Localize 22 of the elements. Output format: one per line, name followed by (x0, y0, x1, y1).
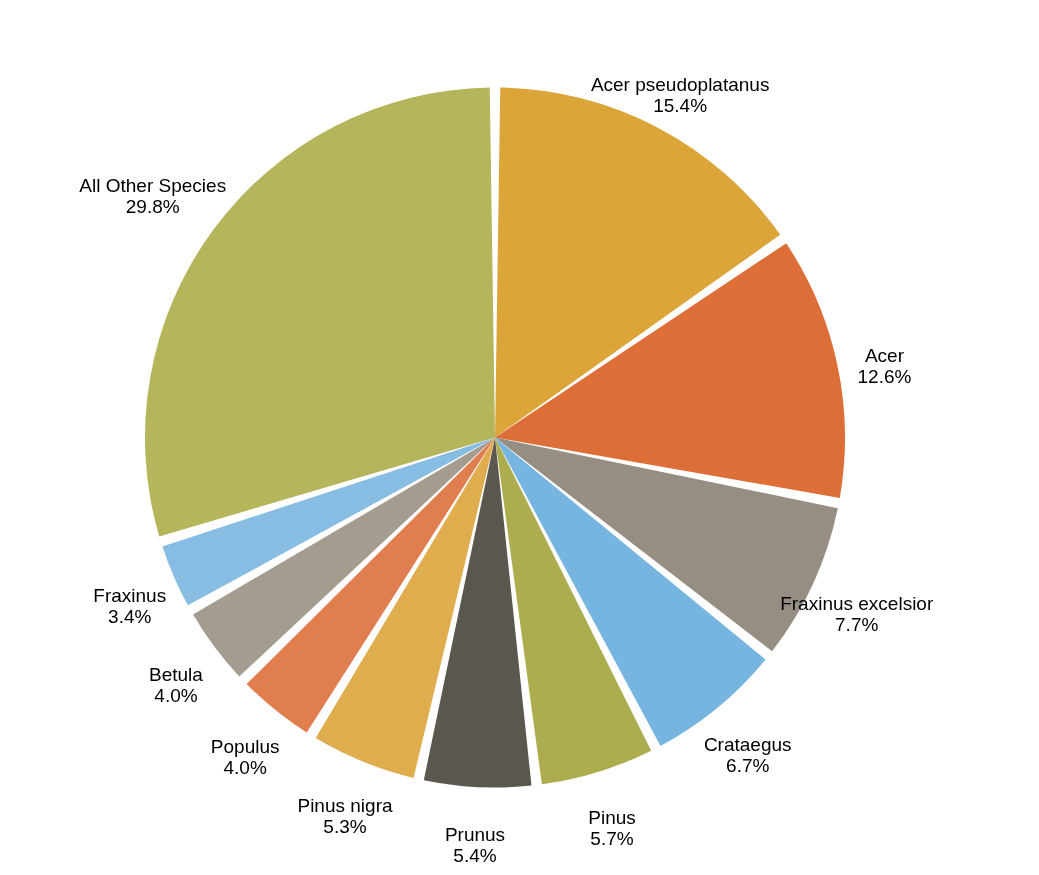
slice-label: Prunus (444, 824, 506, 845)
data-label: 6.7% (726, 754, 770, 776)
data-label: 5.3% (323, 816, 367, 838)
data-label: 4.0% (223, 757, 267, 779)
data-label: 5.7% (590, 827, 634, 849)
slice-label: Pinus nigra (297, 795, 393, 817)
slice-label: Fraxinus (93, 584, 167, 606)
data-label: 3.4% (108, 605, 152, 627)
slice-label: Acer (864, 344, 905, 366)
slice-label: Betula (149, 664, 204, 686)
slice-label: Pinus (588, 806, 636, 828)
data-label: 15.4% (653, 95, 708, 117)
slice-label: Crataegus (703, 733, 792, 755)
data-label: 29.8% (125, 195, 180, 217)
data-label: 4.0% (154, 685, 198, 707)
slice-label: Populus (210, 736, 280, 758)
slice-label: Fraxinus excelsior (780, 592, 934, 614)
data-label: 7.7% (835, 613, 879, 635)
data-label: 5.4% (453, 845, 497, 866)
slice-label: Acer pseudoplatanus (590, 74, 770, 96)
slice-label: All Other Species (79, 174, 227, 196)
data-label: 12.6% (857, 365, 912, 387)
